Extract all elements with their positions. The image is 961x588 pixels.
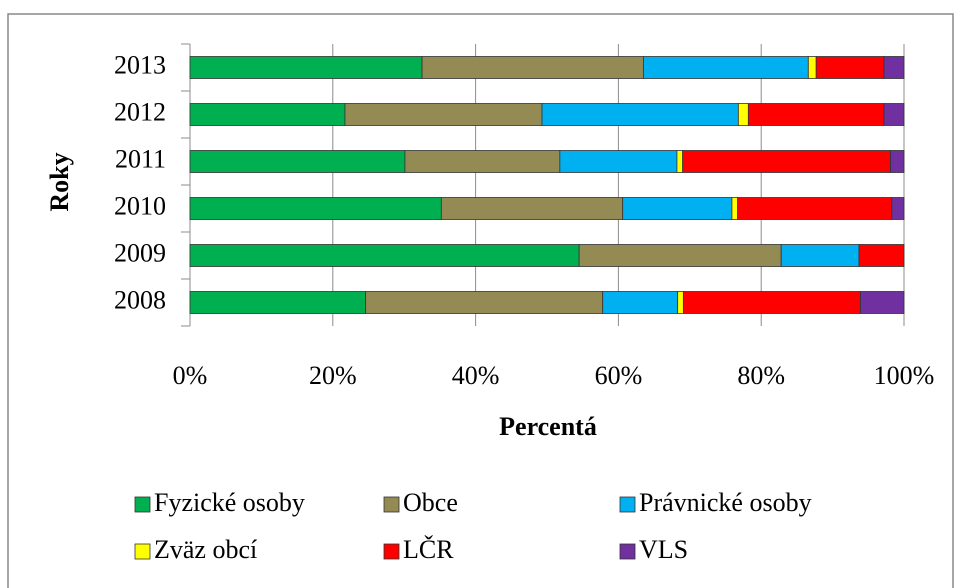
y-axis-title: Roky [45, 152, 74, 211]
bar-segment [622, 197, 733, 220]
legend-label: Obce [403, 488, 458, 517]
y-tick-label: 2009 [114, 238, 166, 267]
bar-segment [189, 197, 442, 220]
x-axis-title: Percentá [499, 412, 597, 441]
legend-swatch [134, 496, 151, 513]
legend-label: LČR [403, 535, 454, 564]
bar-segment [344, 103, 543, 126]
bar-segment [602, 291, 679, 314]
bar-segment [737, 103, 749, 126]
bar-segment [891, 197, 905, 220]
bar-segment [883, 56, 905, 79]
x-tick-label: 0% [173, 361, 208, 390]
bar-segment [860, 291, 905, 314]
legend-label: VLS [639, 535, 688, 564]
bar-segment [815, 56, 885, 79]
bar-segment [747, 103, 885, 126]
legend-swatch [134, 543, 151, 560]
bar-segment [682, 150, 891, 173]
x-tick-label: 60% [595, 361, 643, 390]
bar-segment [883, 103, 905, 126]
legend-swatch [383, 543, 400, 560]
bar-segment [421, 56, 644, 79]
bar-segment [541, 103, 739, 126]
y-tick-label: 2011 [115, 144, 166, 173]
x-tick-label: 80% [737, 361, 785, 390]
bar-segment [189, 291, 367, 314]
legend-swatch [383, 496, 400, 513]
bar-segment [677, 291, 684, 314]
bar-segment [676, 150, 684, 173]
bar-segment [807, 56, 817, 79]
bar-segment [780, 244, 860, 267]
bar-segment [365, 291, 604, 314]
bar-segment [559, 150, 678, 173]
legend-label: Zväz obcí [154, 535, 257, 564]
bar-segment [189, 150, 406, 173]
legend-swatch [619, 543, 636, 560]
bar-segment [189, 103, 346, 126]
y-tick-label: 2012 [114, 97, 166, 126]
legend-label: Fyzické osoby [154, 488, 305, 517]
x-tick-label: 20% [309, 361, 357, 390]
y-tick-label: 2010 [114, 191, 166, 220]
bar-segment [440, 197, 624, 220]
legend-swatch [619, 496, 636, 513]
legend-label: Právnické osoby [639, 488, 812, 517]
bar-segment [737, 197, 893, 220]
bar-segment [682, 291, 861, 314]
bar-segment [189, 56, 423, 79]
bar-segment [578, 244, 782, 267]
y-tick-label: 2013 [114, 50, 166, 79]
bar-segment [189, 244, 580, 267]
bar-segment [642, 56, 809, 79]
bar-segment [731, 197, 739, 220]
y-tick-label: 2008 [114, 285, 166, 314]
bar-segment [404, 150, 561, 173]
x-tick-label: 40% [452, 361, 500, 390]
bar-segment [890, 150, 905, 173]
x-tick-label: 100% [874, 361, 935, 390]
bar-segment [858, 244, 905, 267]
